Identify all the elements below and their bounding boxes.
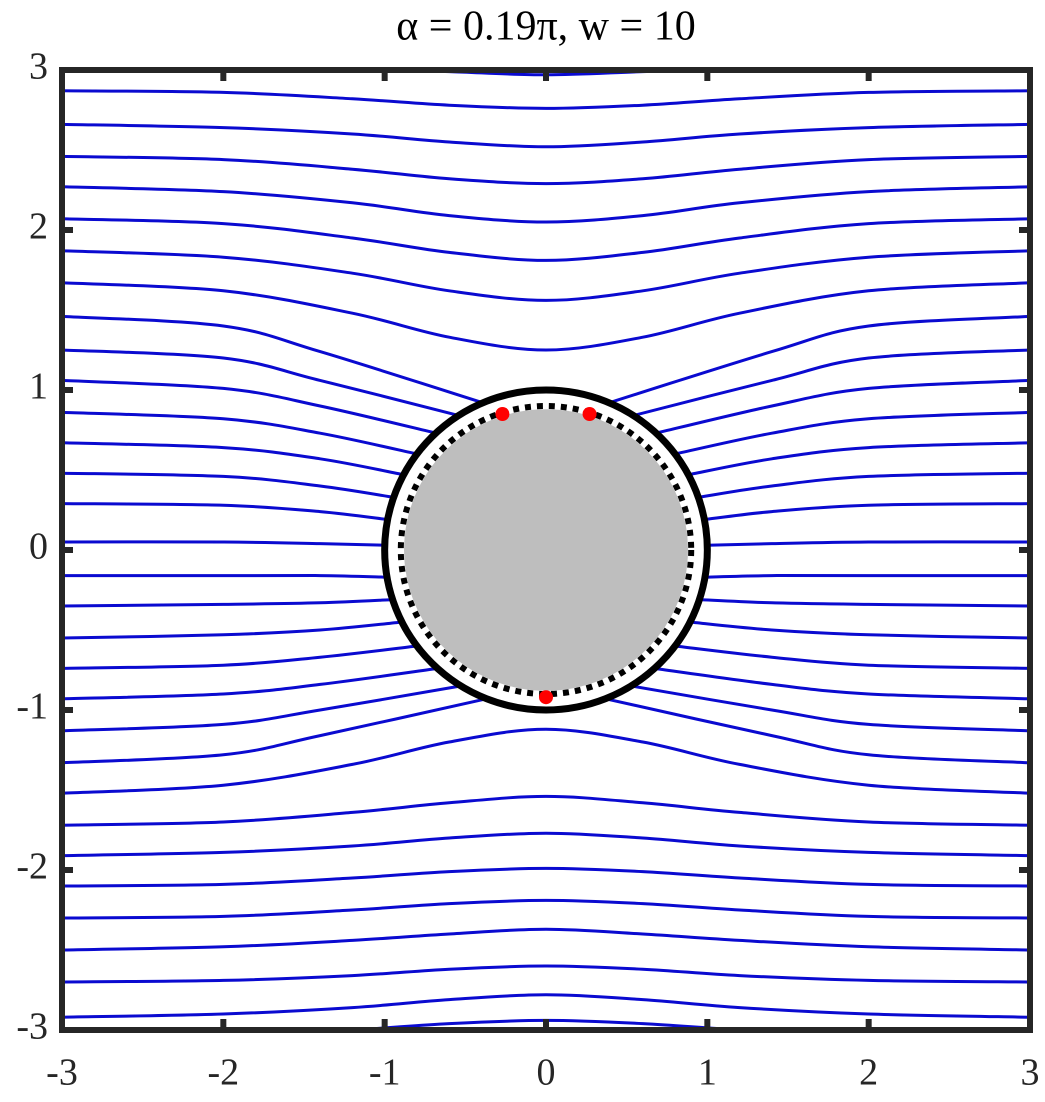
circle-solid bbox=[381, 386, 711, 714]
streamline bbox=[62, 644, 418, 670]
chart-title: α = 0.19π, w = 10 bbox=[396, 4, 695, 50]
streamline bbox=[631, 684, 1030, 733]
streamline bbox=[62, 471, 393, 499]
x-tick-label: -2 bbox=[208, 1052, 240, 1094]
x-tick-label: -3 bbox=[46, 1052, 78, 1094]
streamline bbox=[687, 441, 1030, 477]
streamline bbox=[699, 471, 1030, 499]
streamline bbox=[608, 314, 1030, 405]
streamline bbox=[62, 540, 385, 547]
streamline bbox=[62, 898, 1030, 920]
marker-point bbox=[539, 690, 553, 705]
y-tick-label: 3 bbox=[29, 46, 48, 88]
y-tick-label: -2 bbox=[16, 846, 48, 888]
streamline bbox=[62, 964, 1030, 984]
streamline bbox=[62, 598, 393, 608]
streamline bbox=[605, 697, 1030, 765]
streamline bbox=[704, 573, 1030, 579]
streamline bbox=[62, 697, 487, 765]
streamline bbox=[62, 314, 484, 405]
streamline bbox=[653, 666, 1030, 701]
streamline bbox=[62, 794, 1030, 827]
streamline bbox=[62, 620, 403, 640]
streamline bbox=[674, 410, 1030, 456]
streamline bbox=[62, 502, 389, 522]
streamline bbox=[62, 378, 437, 435]
x-tick-label: 0 bbox=[537, 1052, 556, 1094]
streamline bbox=[62, 348, 460, 418]
x-tick-label: 2 bbox=[859, 1052, 878, 1094]
streamline bbox=[632, 348, 1030, 418]
streamline bbox=[674, 644, 1030, 670]
streamline bbox=[62, 927, 1030, 952]
streamline bbox=[62, 866, 1030, 888]
y-tick-label: 1 bbox=[29, 366, 48, 408]
streamline bbox=[689, 620, 1030, 640]
x-tick-label: 3 bbox=[1021, 1052, 1040, 1094]
marker-point bbox=[582, 407, 597, 421]
streamline bbox=[62, 727, 1030, 795]
plot-area bbox=[62, 70, 1030, 1030]
y-tick-label: -3 bbox=[16, 1006, 48, 1048]
x-tick-label: -1 bbox=[369, 1052, 401, 1094]
streamline bbox=[62, 89, 1030, 110]
streamline bbox=[699, 598, 1030, 608]
streamline bbox=[62, 249, 1030, 302]
streamline bbox=[62, 122, 1030, 149]
streamline bbox=[62, 410, 418, 456]
streamline bbox=[62, 666, 439, 701]
streamline bbox=[62, 573, 388, 579]
streamline bbox=[62, 154, 1030, 186]
streamline bbox=[707, 540, 1030, 547]
streamline bbox=[62, 281, 1030, 352]
x-tick-label: 1 bbox=[698, 1052, 717, 1094]
streamline bbox=[703, 502, 1030, 522]
y-tick-label: 0 bbox=[29, 526, 48, 568]
streamline bbox=[62, 993, 1030, 1019]
streamline bbox=[62, 684, 461, 733]
streamline bbox=[62, 217, 1030, 262]
y-tick-label: -1 bbox=[16, 686, 48, 728]
streamline bbox=[655, 378, 1030, 435]
streamline bbox=[62, 831, 1030, 858]
streamline bbox=[62, 441, 405, 477]
streamline bbox=[62, 185, 1030, 224]
y-tick-label: 2 bbox=[29, 206, 48, 248]
circle-fill bbox=[404, 409, 688, 691]
marker-point bbox=[495, 407, 510, 421]
